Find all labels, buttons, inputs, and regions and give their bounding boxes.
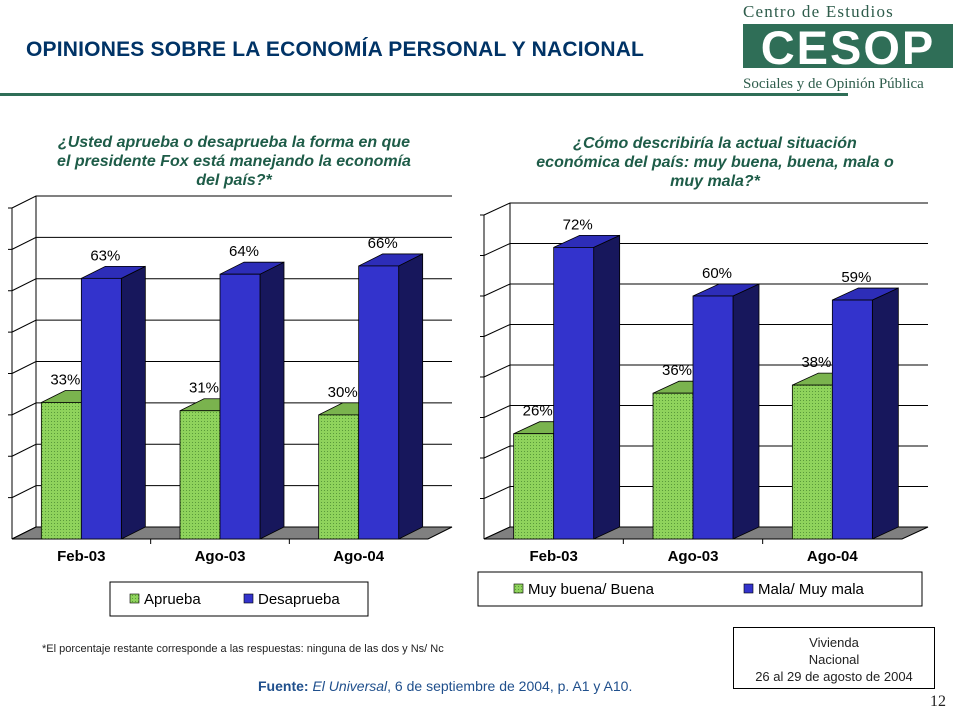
bar-side: [732, 283, 760, 540]
data-label: 66%: [368, 235, 398, 252]
page-number: 12: [930, 693, 946, 710]
survey-line2: Nacional: [808, 652, 860, 667]
x-tick-label: Ago-04: [807, 548, 858, 565]
legend-box: [477, 571, 923, 607]
source-label: Fuente:: [258, 678, 309, 694]
gridline: [483, 405, 928, 418]
question-left-line1: ¿Usted aprueba o desaprueba la forma en …: [57, 134, 411, 151]
bar-side: [398, 253, 424, 540]
bar-side: [120, 265, 146, 540]
logo-abbr: CESOP: [761, 21, 936, 74]
bar-side: [871, 287, 899, 540]
x-tick-label: Feb-03: [529, 548, 577, 565]
bar-muy-buena-buena: [791, 384, 833, 540]
data-label: 64%: [229, 243, 259, 260]
question-right: ¿Cómo describiría la actual situación ec…: [480, 134, 950, 191]
question-left: ¿Usted aprueba o desaprueba la forma en …: [0, 133, 468, 190]
question-right-line1: ¿Cómo describiría la actual situación: [573, 135, 857, 152]
chart-economic-situation: Feb-03 26% 72% Ago-03 36% 60% Ago-04 38% 59% Muy …: [477, 202, 929, 607]
bar-muy-buena-buena: [652, 392, 694, 540]
legend-swatch: [513, 583, 524, 594]
data-label: 33%: [50, 371, 80, 388]
data-label: 38%: [801, 354, 831, 371]
gridline: [11, 485, 452, 499]
gridline: [11, 195, 452, 209]
bar-mala-muy-mala: [692, 295, 734, 540]
survey-info-box: Vivienda Nacional 26 al 29 de agosto de …: [733, 627, 935, 689]
page-title: OPINIONES SOBRE LA ECONOMÍA PERSONAL Y N…: [26, 38, 645, 61]
gridline: [11, 402, 452, 416]
bar-aprueba: [179, 410, 221, 540]
x-tick-label: Feb-03: [57, 548, 105, 565]
bar-desaprueba: [80, 277, 122, 540]
legend-label: Aprueba: [144, 591, 201, 608]
legend-box: [109, 581, 369, 617]
x-tick-label: Ago-04: [333, 548, 384, 565]
data-label: 60%: [702, 265, 732, 282]
survey-line1: Vivienda: [809, 635, 859, 650]
data-label: 72%: [563, 216, 593, 233]
bar-side: [259, 261, 285, 540]
footnote: *El porcentaje restante corresponde a la…: [42, 643, 444, 655]
data-label: 31%: [189, 380, 219, 397]
legend-label: Mala/ Muy mala: [758, 581, 865, 598]
legend-label: Muy buena/ Buena: [528, 581, 655, 598]
header-divider: [0, 93, 848, 96]
gridline: [483, 324, 928, 337]
legend-swatch: [243, 593, 254, 604]
gridline: [483, 243, 928, 256]
bar-side: [593, 234, 621, 540]
gridline: [11, 443, 452, 457]
survey-line3: 26 al 29 de agosto de 2004: [755, 669, 913, 684]
gridline: [483, 486, 928, 499]
logo-line1: Centro de Estudios: [743, 2, 894, 21]
gridline: [11, 361, 452, 374]
data-label: 36%: [662, 362, 692, 379]
gridline: [11, 278, 452, 292]
bar-desaprueba: [358, 265, 400, 540]
cesop-logo: Centro de Estudios CESOP Sociales y de O…: [743, 2, 953, 92]
bar-desaprueba: [219, 273, 261, 540]
bar-muy-buena-buena: [513, 433, 555, 540]
question-right-line3: muy mala?*: [670, 173, 760, 190]
logo-line2: Sociales y de Opinión Pública: [743, 76, 924, 92]
gridline: [483, 445, 928, 459]
bar-mala-muy-mala: [831, 299, 873, 540]
legend-swatch: [743, 583, 754, 594]
legend-swatch: [129, 593, 140, 604]
question-left-line2: el presidente Fox está manejando la econ…: [57, 153, 411, 170]
bar-aprueba: [318, 414, 360, 540]
data-label: 26%: [523, 403, 553, 420]
source-publication: El Universal: [312, 678, 388, 694]
bar-mala-muy-mala: [553, 247, 595, 540]
gridline: [483, 202, 928, 216]
x-tick-label: Ago-03: [195, 548, 246, 565]
source-detail: , 6 de septiembre de 2004, p. A1 y A10.: [387, 678, 633, 694]
gridline: [11, 236, 452, 250]
question-right-line2: económica del país: muy buena, buena, ma…: [536, 154, 894, 171]
gridline: [483, 364, 928, 378]
data-label: 63%: [90, 247, 120, 264]
question-left-line3: del país?*: [196, 172, 272, 189]
gridline: [11, 319, 452, 333]
bar-aprueba: [40, 402, 82, 540]
chart-approval: Feb-03 33% 63% Ago-03 31% 64% Ago-04 30% 66% Apru…: [8, 195, 453, 617]
source-citation: Fuente: El Universal, 6 de septiembre de…: [258, 678, 632, 694]
data-label: 59%: [841, 269, 871, 286]
data-label: 30%: [328, 384, 358, 401]
legend-label: Desaprueba: [258, 591, 340, 608]
x-tick-label: Ago-03: [668, 548, 719, 565]
gridline: [483, 283, 928, 297]
